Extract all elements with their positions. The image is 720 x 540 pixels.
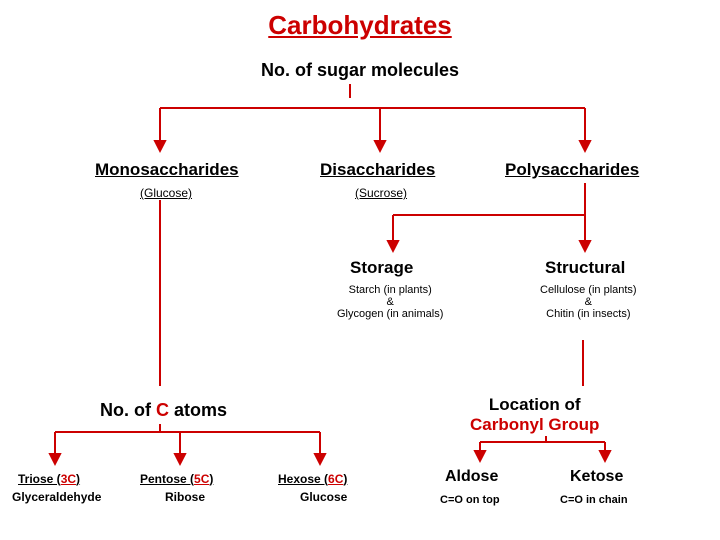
leaf-hexose-sub: Glucose — [300, 490, 347, 504]
node-structural: Structural — [545, 258, 625, 278]
leaf-aldose-sub: C=O on top — [440, 494, 500, 506]
pentose-c: 5C — [194, 472, 209, 486]
leaf-ketose-sub: C=O in chain — [560, 494, 628, 506]
leaf-triose-sub: Glyceraldehyde — [12, 490, 101, 504]
hexose-c: 6C — [328, 472, 343, 486]
heading-carbon-atoms: No. of C atoms — [100, 400, 227, 421]
structural-line3: Chitin (in insects) — [546, 308, 630, 320]
triose-t2: ) — [76, 472, 80, 486]
carbonyl-line2: Carbonyl Group — [470, 415, 599, 434]
pentose-t1: Pentose ( — [140, 472, 194, 486]
diagram-title: Carbohydrates — [268, 10, 452, 41]
detail-structural: Cellulose (in plants) & Chitin (in insec… — [540, 284, 637, 320]
example-disaccharides: (Sucrose) — [355, 186, 407, 200]
carbonyl-line1: Location of — [489, 395, 581, 414]
storage-line3: Glycogen (in animals) — [337, 308, 443, 320]
carbon-prefix: No. of — [100, 400, 156, 420]
node-monosaccharides: Monosaccharides — [95, 160, 239, 180]
leaf-hexose: Hexose (6C) — [278, 472, 347, 486]
carbon-c: C — [156, 400, 169, 420]
structural-line1: Cellulose (in plants) — [540, 284, 637, 296]
storage-line1: Starch (in plants) — [349, 284, 432, 296]
triose-t1: Triose ( — [18, 472, 61, 486]
detail-storage: Starch (in plants) & Glycogen (in animal… — [337, 284, 443, 320]
pentose-t2: ) — [209, 472, 213, 486]
triose-c: 3C — [61, 472, 76, 486]
node-disaccharides: Disaccharides — [320, 160, 435, 180]
ketose-label: Ketose — [570, 468, 623, 485]
hexose-t1: Hexose ( — [278, 472, 328, 486]
example-monosaccharides: (Glucose) — [140, 186, 192, 200]
leaf-triose: Triose (3C) — [18, 472, 80, 486]
leaf-ketose: Ketose — [570, 468, 623, 486]
heading-carbonyl: Location of Carbonyl Group — [470, 395, 599, 435]
leaf-pentose: Pentose (5C) — [140, 472, 213, 486]
aldose-label: Aldose — [445, 468, 498, 485]
storage-line2: & — [387, 296, 394, 308]
node-storage: Storage — [350, 258, 413, 278]
leaf-aldose: Aldose — [445, 468, 498, 486]
node-polysaccharides: Polysaccharides — [505, 160, 639, 180]
structural-line2: & — [585, 296, 592, 308]
diagram-subtitle: No. of sugar molecules — [261, 60, 459, 81]
hexose-t2: ) — [343, 472, 347, 486]
leaf-pentose-sub: Ribose — [165, 490, 205, 504]
carbon-suffix: atoms — [169, 400, 227, 420]
